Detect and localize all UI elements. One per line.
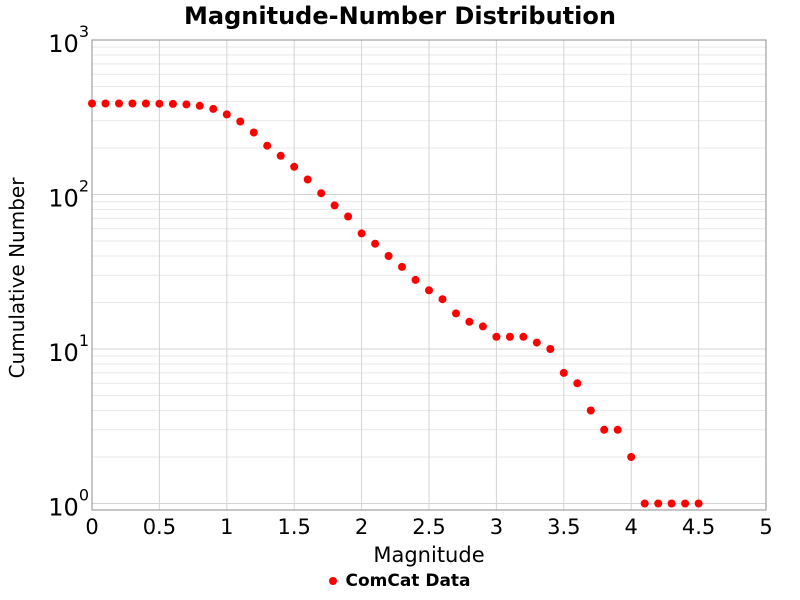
data-point <box>478 322 487 331</box>
data-point <box>344 212 353 221</box>
data-point <box>438 295 447 304</box>
data-point <box>586 406 595 415</box>
x-tick-label: 2 <box>355 515 368 539</box>
data-point <box>411 275 420 284</box>
x-tick-label: 0.5 <box>143 515 176 539</box>
data-point <box>276 151 285 160</box>
data-point <box>195 101 204 110</box>
x-axis-label: Magnitude <box>373 543 485 567</box>
data-point <box>546 345 555 353</box>
data-point <box>573 379 582 388</box>
data-point <box>654 499 663 508</box>
y-tick-label: 102 <box>48 177 89 213</box>
data-point <box>88 99 96 108</box>
legend: ComCat Data <box>0 569 800 593</box>
x-tick-label: 1.5 <box>277 515 310 539</box>
data-point <box>168 99 177 108</box>
data-point <box>330 201 339 210</box>
data-point <box>492 332 501 341</box>
data-point <box>681 499 690 508</box>
x-tick-label: 3.5 <box>547 515 580 539</box>
legend-marker-icon <box>329 577 338 585</box>
data-point <box>371 239 380 248</box>
plot-frame <box>91 39 767 511</box>
data-point <box>209 104 218 113</box>
data-point <box>452 309 460 318</box>
data-point <box>290 162 299 171</box>
data-point <box>128 99 137 108</box>
x-tick-label: 4 <box>625 515 638 539</box>
data-point <box>465 317 474 326</box>
data-point <box>613 425 622 434</box>
x-tick-label: 5 <box>759 515 772 539</box>
data-point <box>236 117 245 126</box>
data-point <box>559 368 568 377</box>
data-point <box>627 453 636 461</box>
data-point <box>505 332 514 341</box>
data-point <box>532 338 541 347</box>
y-tick-label: 100 <box>48 486 89 522</box>
y-axis-label: Cumulative Number <box>5 177 29 379</box>
data-point <box>357 229 366 238</box>
data-point <box>182 100 191 109</box>
data-point <box>263 141 272 150</box>
data-point <box>141 99 150 108</box>
data-point <box>317 189 326 198</box>
chart-title: Magnitude-Number Distribution <box>184 2 616 30</box>
legend-label: ComCat Data <box>345 571 471 591</box>
data-point <box>101 99 110 108</box>
x-tick-label: 2.5 <box>412 515 445 539</box>
data-point <box>667 499 676 508</box>
data-point <box>115 99 123 108</box>
data-point <box>694 499 703 508</box>
data-point <box>303 175 312 184</box>
data-point <box>222 110 231 119</box>
x-tick-label: 3 <box>490 515 503 539</box>
x-tick-label: 1 <box>220 515 233 539</box>
x-tick-label: 0 <box>85 515 98 539</box>
data-point <box>398 262 406 271</box>
y-tick-label: 101 <box>48 331 89 367</box>
data-point <box>155 99 164 108</box>
data-point <box>425 286 433 295</box>
data-point <box>640 499 649 508</box>
data-point <box>519 332 528 341</box>
data-point <box>600 425 609 434</box>
x-tick-label: 4.5 <box>682 515 715 539</box>
data-point <box>249 128 258 137</box>
data-point <box>384 252 393 260</box>
